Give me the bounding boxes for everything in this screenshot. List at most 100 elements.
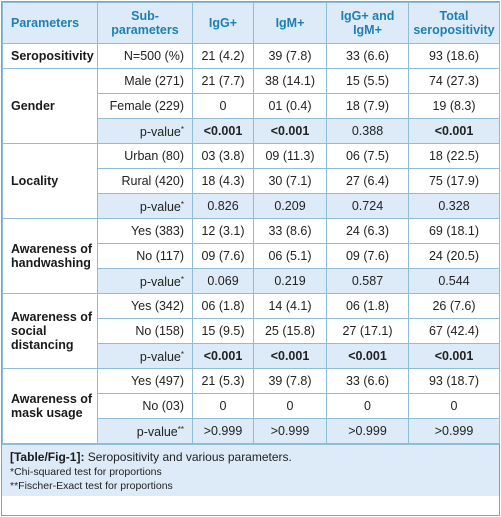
total-cell: <0.001 <box>408 343 500 369</box>
total-cell: 93 (18.7) <box>408 368 500 394</box>
igg-and-igm-cell: 15 (5.5) <box>326 68 409 94</box>
igg-and-igm-cell: 27 (6.4) <box>326 168 409 194</box>
igm-cell: 09 (11.3) <box>253 143 327 169</box>
igm-cell: 14 (4.1) <box>253 293 327 319</box>
table-row: Locality Urban (80) 03 (3.8) 09 (11.3) 06 (7… <box>2 143 500 219</box>
igg-and-igm-cell: 24 (6.3) <box>326 218 409 244</box>
p-value-row: p-value* 0.826 0.209 0.724 0.328 <box>3 193 500 219</box>
igg-cell: 09 (7.6) <box>192 243 254 269</box>
parameter-cell: Gender <box>2 68 98 144</box>
total-cell: >0.999 <box>408 418 500 444</box>
igg-and-igm-cell: 09 (7.6) <box>326 243 409 269</box>
sub-parameter-label: Yes (497) <box>130 374 184 388</box>
table-row: Rural (420) 18 (4.3) 30 (7.1) 27 (6.4) 75 (1… <box>3 168 500 194</box>
sub-parameter-cell: p-value* <box>97 193 193 219</box>
sub-parameter-label: Male (271) <box>124 74 184 88</box>
sub-parameter-cell: Yes (342) <box>97 293 193 319</box>
table-row: Awareness of handwashing Yes (383) 12 (3.1… <box>2 218 500 294</box>
parameter-cell: Awareness of social distancing <box>2 293 98 369</box>
sub-parameter-label: Female (229) <box>109 99 184 113</box>
sub-parameter-cell: Urban (80) <box>97 143 193 169</box>
igg-and-igm-cell: 0 <box>326 393 409 419</box>
igg-cell: <0.001 <box>192 118 254 144</box>
sub-parameter-label: p-value <box>139 350 181 364</box>
igg-and-igm-cell: 0.724 <box>326 193 409 219</box>
igg-and-igm-cell: 0.388 <box>326 118 409 144</box>
table-row: Female (229) 0 01 (0.4) 18 (7.9) 19 (8.3) <box>3 93 500 119</box>
igm-cell: <0.001 <box>253 343 327 369</box>
p-value-row: p-value** >0.999 >0.999 >0.999 >0.999 <box>3 418 500 444</box>
igg-cell: 21 (7.7) <box>192 68 254 94</box>
total-cell: 69 (18.1) <box>408 218 500 244</box>
p-value-row: p-value* <0.001 <0.001 0.388 <0.001 <box>3 118 500 144</box>
igg-cell: 21 (4.2) <box>192 43 254 69</box>
total-cell: 0.328 <box>408 193 500 219</box>
total-cell: 75 (17.9) <box>408 168 500 194</box>
total-cell: 24 (20.5) <box>408 243 500 269</box>
p-value-row: p-value* 0.069 0.219 0.587 0.544 <box>3 268 500 294</box>
sub-parameter-cell: p-value* <box>97 343 193 369</box>
table-row: No (03) 0 0 0 0 <box>3 393 500 419</box>
header-igg-and-igm: IgG+ and IgM+ <box>326 2 409 44</box>
igm-cell: 39 (7.8) <box>253 43 327 69</box>
sub-parameter-cell: Rural (420) <box>97 168 193 194</box>
table-row: No (117) 09 (7.6) 06 (5.1) 09 (7.6) 24 (20.5… <box>3 243 500 269</box>
igg-and-igm-cell: 27 (17.1) <box>326 318 409 344</box>
p-value-row: p-value* <0.001 <0.001 <0.001 <0.001 <box>3 343 500 369</box>
igm-cell: 06 (5.1) <box>253 243 327 269</box>
igm-cell: <0.001 <box>253 118 327 144</box>
sub-parameter-cell: N=500 (%) <box>97 43 193 69</box>
seropositivity-table: Parameters Sub- parameters IgG+ IgM+ IgG… <box>2 2 500 444</box>
sub-parameter-label: N=500 (%) <box>123 49 184 63</box>
sub-parameter-label: Rural (420) <box>121 174 184 188</box>
header-parameters: Parameters <box>2 2 98 44</box>
sub-parameter-cell: p-value* <box>97 118 193 144</box>
header-total-seropositivity: Total seropositivity <box>408 2 500 44</box>
table-row: No (158) 15 (9.5) 25 (15.8) 27 (17.1) 67 (42… <box>3 318 500 344</box>
igg-cell: 0.826 <box>192 193 254 219</box>
igm-cell: 0 <box>253 393 327 419</box>
sub-parameter-cell: Male (271) <box>97 68 193 94</box>
igm-cell: 0.219 <box>253 268 327 294</box>
igg-and-igm-cell: 0.587 <box>326 268 409 294</box>
sub-parameter-cell: No (03) <box>97 393 193 419</box>
igm-cell: 25 (15.8) <box>253 318 327 344</box>
igg-cell: 03 (3.8) <box>192 143 254 169</box>
sub-parameter-cell: Female (229) <box>97 93 193 119</box>
sub-parameter-cell: No (158) <box>97 318 193 344</box>
sub-parameter-cell: p-value* <box>97 268 193 294</box>
table-row: Seropositivity N=500 (%) 21 (4.2) 39 (7.8) 3… <box>2 43 500 69</box>
total-cell: <0.001 <box>408 118 500 144</box>
total-cell: 74 (27.3) <box>408 68 500 94</box>
sub-parameter-cell: Yes (383) <box>97 218 193 244</box>
sub-parameter-label: Yes (383) <box>130 224 184 238</box>
igm-cell: 33 (8.6) <box>253 218 327 244</box>
total-cell: 93 (18.6) <box>408 43 500 69</box>
table-row: Awareness of social distancing Yes (342) 0… <box>2 293 500 369</box>
igg-cell: 06 (1.8) <box>192 293 254 319</box>
igm-cell: 01 (0.4) <box>253 93 327 119</box>
sub-parameter-label: No (117) <box>136 249 184 263</box>
igg-and-igm-cell: 06 (7.5) <box>326 143 409 169</box>
table-row: Gender Male (271) 21 (7.7) 38 (14.1) 15 (5.5… <box>2 68 500 144</box>
igg-and-igm-cell: <0.001 <box>326 343 409 369</box>
parameter-cell: Awareness of mask usage <box>2 368 98 444</box>
igg-and-igm-cell: 18 (7.9) <box>326 93 409 119</box>
header-sub-parameters: Sub- parameters <box>97 2 193 44</box>
sub-parameter-label: p-value <box>136 425 178 439</box>
igm-cell: 0.209 <box>253 193 327 219</box>
footnote-chi-squared: *Chi-squared test for proportions <box>10 466 162 478</box>
sub-parameter-label: Urban (80) <box>124 149 184 163</box>
sub-parameter-cell: No (117) <box>97 243 193 269</box>
igg-cell: >0.999 <box>192 418 254 444</box>
total-cell: 0 <box>408 393 500 419</box>
total-cell: 26 (7.6) <box>408 293 500 319</box>
igg-and-igm-cell: 33 (6.6) <box>326 43 409 69</box>
igg-cell: 12 (3.1) <box>192 218 254 244</box>
igg-cell: <0.001 <box>192 343 254 369</box>
sub-parameter-cell: Yes (497) <box>97 368 193 394</box>
caption-text: Seropositivity and various parameters. <box>84 450 292 464</box>
caption-tag: [Table/Fig-1]: <box>10 450 85 464</box>
igm-cell: 39 (7.8) <box>253 368 327 394</box>
